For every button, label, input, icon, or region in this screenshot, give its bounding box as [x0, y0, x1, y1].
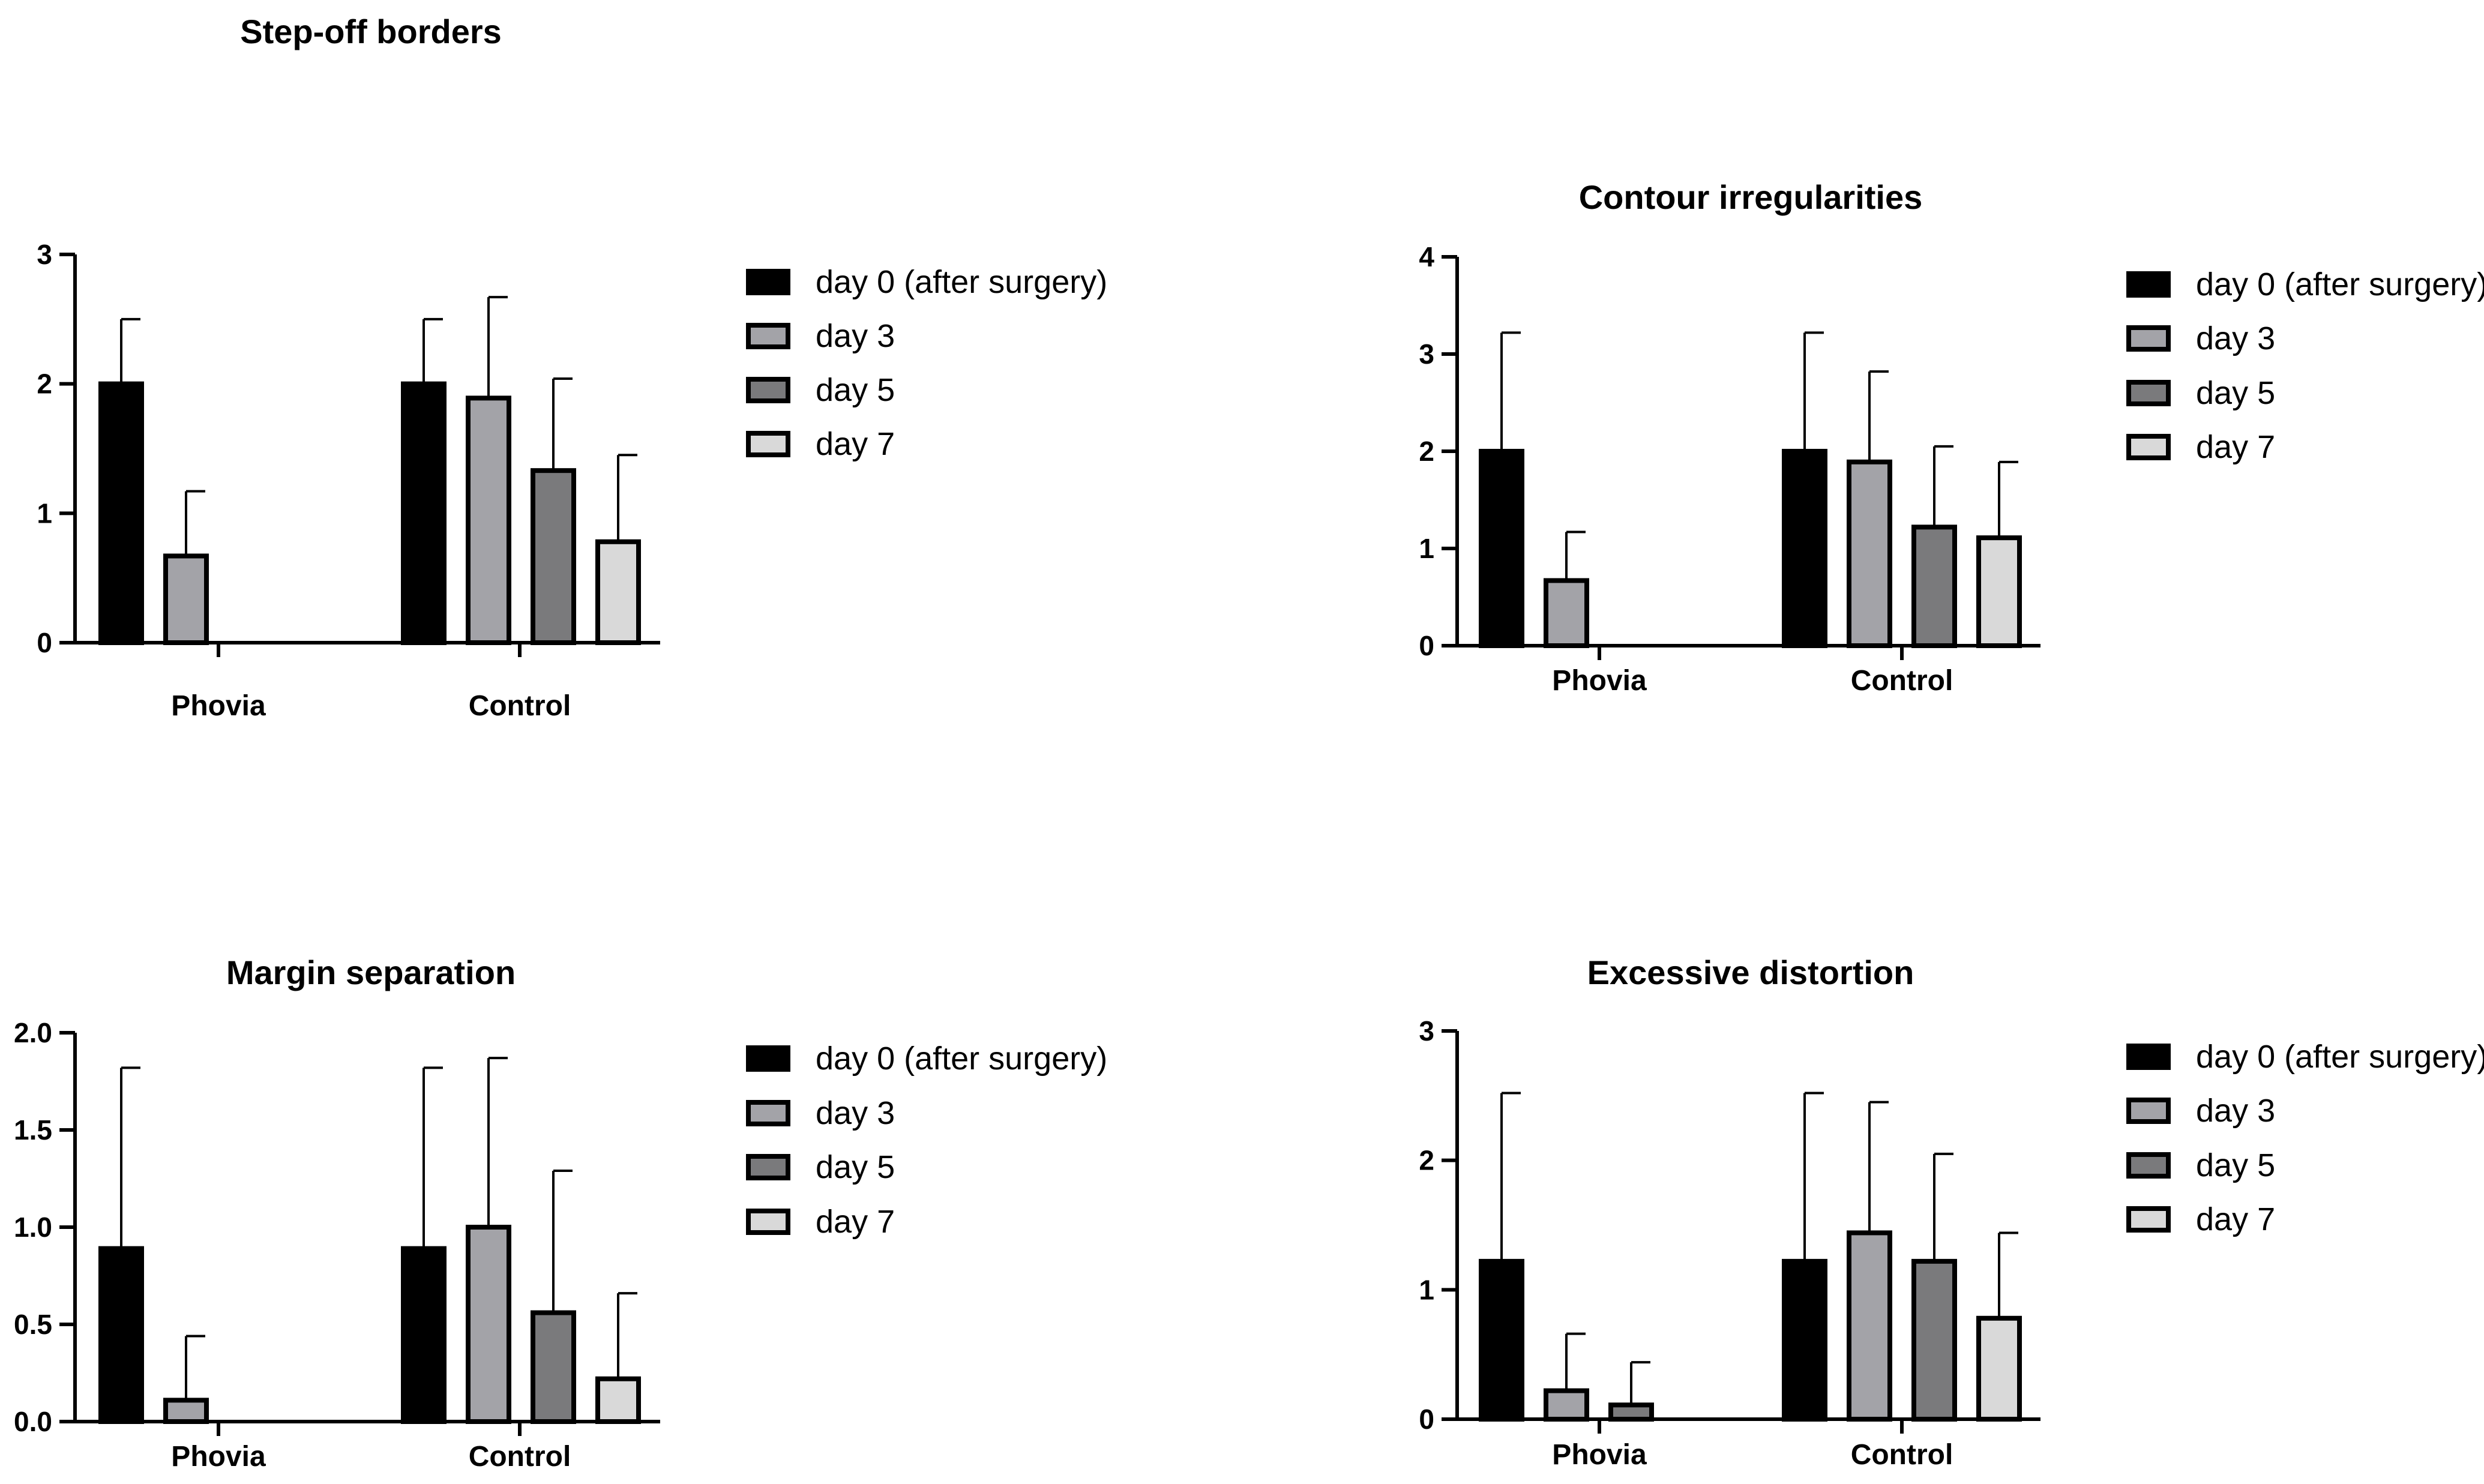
legend-label: day 5	[816, 1149, 895, 1185]
legend-swatch-2	[746, 1154, 790, 1180]
bar-phovia-series-0	[1479, 1258, 1524, 1422]
y-tick-label: 0	[1419, 1404, 1434, 1435]
x-tick-label: Phovia	[171, 690, 266, 722]
legend: day 0 (after surgery) day 3 day 5 day 7	[746, 264, 1107, 462]
bar-phovia-series-1	[163, 553, 209, 646]
legend-label: day 7	[816, 426, 895, 462]
legend-swatch-2	[746, 377, 790, 403]
y-tick-label: 1.5	[14, 1114, 52, 1146]
x-tick-label: Control	[1851, 1439, 1953, 1471]
y-tick-label: 3	[37, 239, 52, 270]
x-tick-label: Control	[469, 1441, 571, 1473]
legend-label: day 5	[2196, 375, 2275, 411]
y-tick-label: 2	[1419, 1145, 1434, 1176]
x-tick-label: Phovia	[171, 1441, 266, 1473]
y-tick-label: 3	[1419, 338, 1434, 370]
bar-control-series-2	[531, 1310, 576, 1425]
y-tick-label: 1	[1419, 533, 1434, 564]
legend-swatch-3	[2126, 1206, 2171, 1233]
legend-label: day 7	[816, 1204, 895, 1240]
bar-control-series-1	[466, 1225, 511, 1424]
bar-phovia-series-1	[1544, 578, 1589, 649]
legend-label: day 7	[2196, 1201, 2275, 1237]
bar-control-series-3	[1976, 535, 2022, 648]
y-tick-label: 1.0	[14, 1212, 52, 1243]
legend: day 0 (after surgery) day 3 day 5 day 7	[2126, 266, 2484, 465]
bar-control-series-2	[1911, 1258, 1957, 1422]
legend-label: day 3	[816, 1095, 895, 1131]
legend-label: day 0 (after surgery)	[2196, 1039, 2484, 1075]
bar-control-series-2	[1911, 524, 1957, 648]
x-tick-label: Phovia	[1552, 1439, 1647, 1471]
legend-swatch-0	[2126, 1044, 2171, 1070]
x-tick-label: Phovia	[1552, 665, 1647, 697]
legend-label: day 3	[2196, 320, 2275, 356]
chart-panel-3: Margin separation 0.0 0.5 1.0 1.5 2.0 Phovia Co…	[14, 954, 1107, 1473]
bar-control-series-3	[595, 1376, 641, 1424]
bar-control-series-1	[466, 395, 511, 645]
y-tick-label: 1	[1419, 1274, 1434, 1305]
chart-title: Step-off borders	[240, 13, 502, 50]
legend-label: day 5	[2196, 1147, 2275, 1183]
legend-swatch-0	[746, 269, 790, 295]
y-tick-label: 1	[37, 497, 52, 529]
legend-label: day 0 (after surgery)	[2196, 266, 2484, 302]
chart-title: Excessive distortion	[1587, 954, 1914, 991]
y-tick-label: 0.5	[14, 1309, 52, 1340]
bar-phovia-series-1	[1544, 1388, 1589, 1422]
y-tick-label: 0	[1419, 630, 1434, 661]
chart-panel-1: Step-off borders 0 1 2 3 Phovia Control day 0 (…	[37, 13, 1107, 722]
y-tick-label: 0.0	[14, 1406, 52, 1437]
legend-label: day 5	[816, 372, 895, 408]
bar-control-series-0	[401, 381, 447, 646]
chart-title: Margin separation	[226, 954, 516, 991]
legend-swatch-3	[746, 431, 790, 457]
legend-label: day 0 (after surgery)	[816, 1041, 1107, 1077]
bar-control-series-1	[1847, 1230, 1892, 1422]
legend-label: day 7	[2196, 429, 2275, 465]
chart-panel-4: Excessive distortion 0 1 2 3 Phovia Control day…	[1419, 954, 2484, 1471]
bar-control-series-1	[1847, 459, 1892, 648]
y-tick-label: 2	[37, 368, 52, 400]
bar-phovia-series-1	[163, 1398, 209, 1425]
legend-label: day 3	[816, 318, 895, 354]
legend-label: day 0 (after surgery)	[816, 264, 1107, 300]
y-tick-label: 2.0	[14, 1017, 52, 1048]
bar-phovia-series-2	[1608, 1402, 1654, 1422]
legend-swatch-1	[746, 323, 790, 349]
legend-swatch-2	[2126, 380, 2171, 406]
bar-control-series-3	[1976, 1315, 2022, 1422]
bar-phovia-series-0	[98, 1246, 144, 1424]
legend-swatch-0	[746, 1045, 790, 1072]
legend-swatch-1	[746, 1100, 790, 1126]
legend-swatch-3	[746, 1209, 790, 1235]
legend: day 0 (after surgery) day 3 day 5 day 7	[2126, 1039, 2484, 1237]
legend-label: day 3	[2196, 1093, 2275, 1129]
bar-control-series-0	[401, 1246, 447, 1424]
bar-control-series-2	[531, 468, 576, 645]
legend-swatch-1	[2126, 325, 2171, 352]
legend-swatch-2	[2126, 1152, 2171, 1179]
y-tick-label: 3	[1419, 1015, 1434, 1047]
bar-control-series-0	[1782, 449, 1827, 648]
x-tick-label: Control	[469, 690, 571, 722]
bar-control-series-3	[595, 539, 641, 646]
y-tick-label: 2	[1419, 436, 1434, 467]
x-tick-label: Control	[1851, 665, 1953, 697]
chart-title: Contour irregularities	[1579, 178, 1923, 216]
legend: day 0 (after surgery) day 3 day 5 day 7	[746, 1041, 1107, 1240]
bar-phovia-series-0	[98, 381, 144, 646]
bar-control-series-0	[1782, 1258, 1827, 1422]
chart-panel-2: Contour irregularities 0 1 2 3 4 Phovia Control…	[1419, 178, 2484, 697]
y-tick-label: 0	[37, 627, 52, 658]
legend-swatch-1	[2126, 1098, 2171, 1124]
legend-swatch-3	[2126, 434, 2171, 460]
bar-phovia-series-0	[1479, 449, 1524, 648]
legend-swatch-0	[2126, 271, 2171, 298]
y-tick-label: 4	[1419, 241, 1434, 272]
